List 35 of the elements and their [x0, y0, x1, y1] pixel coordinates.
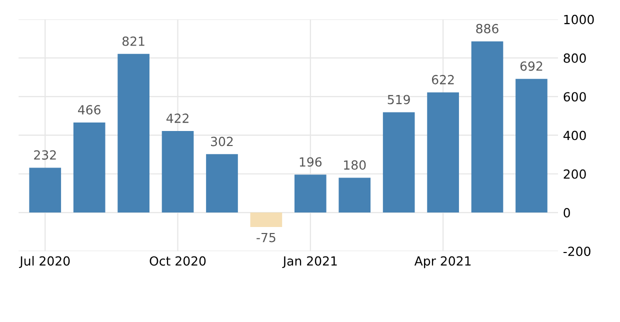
bar [382, 112, 415, 213]
data-label: 519 [388, 94, 410, 104]
x-tick-label: Oct 2020 [150, 256, 206, 266]
data-label: 180 [344, 160, 366, 170]
y-tick-label: 1000 [564, 14, 594, 24]
y-tick-label: -200 [563, 246, 590, 256]
x-tick-label: Jan 2021 [282, 256, 337, 268]
y-tick-label: 0 [564, 208, 570, 218]
data-label: 821 [122, 36, 144, 46]
bar [338, 178, 371, 213]
bar [427, 92, 459, 213]
x-tick-label: Jul 2020 [19, 256, 70, 268]
bar [73, 122, 106, 213]
y-tick-label: 200 [564, 169, 586, 179]
bar [250, 212, 282, 228]
x-tick-label: Apr 2021 [414, 256, 471, 268]
data-label: 886 [476, 24, 498, 34]
data-label: 622 [432, 74, 454, 84]
bar [516, 78, 548, 213]
bar [471, 41, 504, 213]
bar [29, 168, 62, 213]
y-tick-label: 400 [563, 130, 586, 140]
data-label: 422 [166, 114, 188, 123]
data-label: 232 [34, 150, 56, 160]
data-label: 466 [78, 105, 100, 115]
data-label: -75 [256, 232, 276, 242]
data-label: 692 [520, 61, 542, 71]
bar [206, 154, 238, 213]
bar [118, 54, 150, 213]
data-label: 302 [211, 136, 233, 146]
y-tick-label: 800 [564, 53, 586, 63]
y-tick-label: 600 [564, 92, 586, 102]
bar [162, 130, 194, 213]
bar [294, 174, 326, 213]
data-label: 196 [300, 157, 322, 167]
